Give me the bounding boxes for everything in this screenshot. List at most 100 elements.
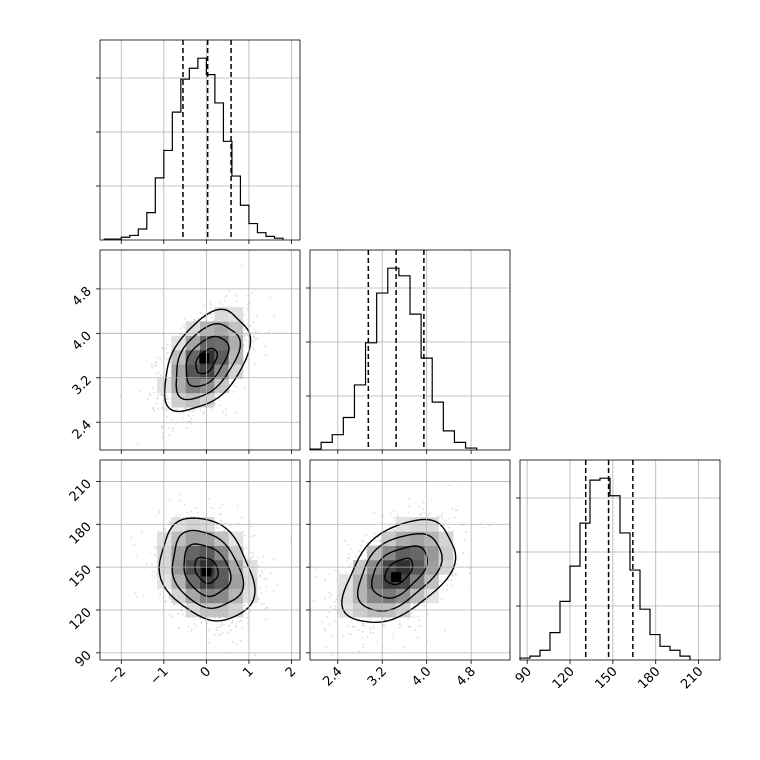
sample-point [170,418,173,421]
x-tick-label-2-2: 150 [593,664,621,692]
sample-point [181,333,184,336]
sample-point [444,520,447,522]
sample-point [245,547,248,550]
sample-point [225,408,228,411]
joint-content-0-2 [130,493,292,656]
histogram-panel-2 [519,459,721,661]
sample-point [165,407,168,410]
x-tick-label-0-1: −1 [147,664,171,688]
sample-point [234,411,237,414]
sample-point [260,592,263,595]
sample-point [195,624,198,627]
sample-point [240,620,243,622]
sample-point [152,407,154,410]
joint-content-0-1 [119,265,276,473]
sample-point [422,501,425,504]
sample-point [448,517,450,520]
sample-point [155,372,157,375]
sample-point [257,597,260,600]
sample-point [202,305,205,307]
sample-point [383,625,386,627]
sample-point [197,317,199,320]
sample-point [183,504,186,506]
sample-point [155,402,158,405]
density-cell [214,545,229,561]
sample-point [403,646,406,649]
sample-point [438,580,441,583]
sample-point [178,513,181,516]
sample-point [139,390,141,392]
sample-point [273,314,276,317]
sample-point [448,526,450,529]
sample-point [328,623,331,625]
sample-point [429,512,432,515]
contour-0 [195,347,219,375]
sample-point [231,619,234,622]
x-tick-label-2-3: 180 [635,664,663,692]
sample-point [372,632,375,634]
sample-point [450,584,453,587]
sample-point [378,540,381,542]
sample-point [192,414,195,417]
sample-point [396,515,399,518]
sample-point [241,627,244,630]
sample-point [451,574,454,577]
sample-point [165,347,168,350]
sample-point [210,303,213,306]
sample-point [264,618,267,621]
sample-point [186,511,189,514]
sample-point [341,617,343,620]
sample-point [362,540,364,543]
sample-point [172,429,175,432]
sample-point [169,521,172,524]
sample-point [172,427,174,429]
density-cell [185,531,201,546]
sample-point [136,595,139,598]
sample-point [153,409,156,412]
sample-point [252,340,255,343]
density-cell [200,392,215,408]
sample-point [177,626,180,629]
sample-point [190,630,192,633]
sample-point [252,552,255,554]
sample-point [312,600,315,603]
sample-point [445,589,448,591]
sample-point [269,329,272,332]
sample-point [199,311,202,314]
sample-point [298,646,300,648]
density-cell [214,531,229,546]
density-cell [200,545,215,561]
sample-point [348,553,351,555]
sample-point [373,512,375,514]
sample-point [158,512,160,514]
sample-point [269,296,272,299]
sample-point [151,563,153,566]
sample-point [168,499,171,502]
sample-point [328,611,330,614]
sample-point [209,313,212,316]
sample-point [220,624,222,627]
sample-point [440,515,442,518]
sample-point [437,515,440,517]
sample-point [157,596,160,599]
sample-point [199,617,202,620]
sample-point [180,327,183,330]
sample-point [235,299,238,302]
sample-point [347,625,350,627]
sample-point [161,426,163,429]
density-cell [185,321,201,336]
sample-point [250,557,253,560]
sample-point [228,290,231,293]
contour-2 [357,532,443,612]
density-cell [367,574,382,589]
sample-point [195,507,198,509]
sample-point [173,471,175,473]
sample-point [346,560,348,563]
sample-point [153,365,155,368]
sample-point [193,619,196,621]
sample-point [362,643,365,646]
y-tick-label-2-3: 180 [67,520,95,548]
sample-point [240,516,243,519]
contour-0 [384,557,414,586]
